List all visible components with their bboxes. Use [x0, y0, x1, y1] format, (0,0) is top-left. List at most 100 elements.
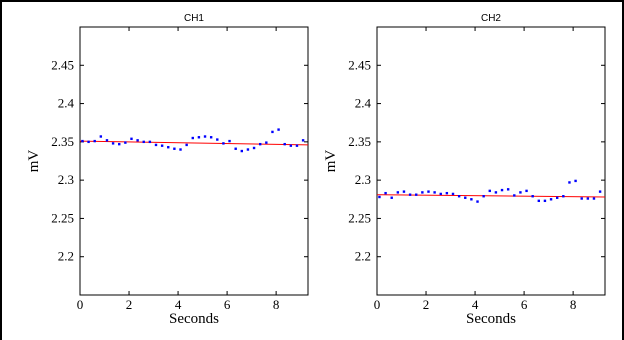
- x-tick-label: 0: [77, 297, 84, 312]
- data-point: [470, 198, 473, 201]
- data-point: [427, 190, 430, 193]
- data-point: [586, 197, 590, 200]
- y-tick-label: 2.2: [58, 249, 74, 264]
- data-point: [445, 191, 449, 195]
- data-point: [592, 197, 596, 200]
- data-point: [209, 136, 213, 139]
- data-point: [408, 193, 412, 196]
- data-point: [525, 189, 528, 193]
- y-axis-label: mV: [26, 150, 42, 173]
- data-point: [494, 191, 498, 194]
- chart-panel-ch2: CH2 2.2 2.25 2.3 2.35 2.4 2.45 0 2 4 6 8 Seconds mV: [323, 13, 606, 327]
- y-tick-label: 2.4: [355, 96, 372, 111]
- data-point: [179, 148, 182, 151]
- x-axis-label: Seconds: [466, 311, 516, 327]
- y-tick-label: 2.4: [58, 96, 75, 111]
- data-point: [506, 188, 510, 191]
- data-point: [396, 191, 400, 194]
- data-point: [543, 199, 547, 203]
- data-point: [476, 200, 479, 203]
- data-point: [402, 190, 406, 193]
- data-point: [240, 149, 244, 153]
- chart-title: CH1: [184, 13, 204, 24]
- data-point: [457, 195, 461, 198]
- data-point: [87, 140, 90, 144]
- data-point: [488, 189, 491, 193]
- data-point: [99, 135, 103, 138]
- data-point: [531, 195, 534, 198]
- data-point: [439, 192, 442, 196]
- data-point: [167, 146, 170, 149]
- data-point: [421, 191, 424, 194]
- data-point: [289, 144, 293, 147]
- x-tick-label: 2: [423, 297, 430, 312]
- y-tick-label: 2.3: [355, 172, 371, 187]
- data-point: [258, 142, 262, 146]
- x-tick-label: 0: [374, 297, 381, 312]
- data-point: [160, 144, 164, 147]
- data-point: [433, 191, 436, 194]
- data-point: [451, 192, 455, 196]
- x-tick-label: 2: [126, 297, 133, 312]
- data-point: [580, 197, 583, 200]
- y-tick-label: 2.25: [348, 210, 371, 225]
- y-tick-label: 2.35: [348, 134, 371, 149]
- data-point: [148, 140, 152, 144]
- data-point: [390, 196, 393, 199]
- data-point: [124, 141, 127, 144]
- data-point: [228, 139, 231, 143]
- data-point: [574, 179, 577, 183]
- data-point: [283, 142, 286, 146]
- x-tick-label: 8: [570, 297, 577, 312]
- data-point: [191, 136, 194, 140]
- x-tick-label: 4: [175, 297, 182, 312]
- data-point: [271, 130, 274, 134]
- chart-title: CH2: [481, 13, 501, 24]
- data-point: [549, 198, 553, 201]
- y-tick-label: 2.25: [51, 210, 74, 225]
- data-point: [384, 191, 387, 195]
- data-point: [130, 137, 133, 140]
- data-point: [111, 142, 115, 145]
- data-point: [234, 147, 237, 150]
- y-tick-label: 2.2: [355, 249, 371, 264]
- data-point: [598, 190, 602, 193]
- data-point: [562, 195, 565, 198]
- data-point: [93, 139, 96, 143]
- data-point: [295, 144, 299, 147]
- trend-line: [79, 140, 309, 146]
- y-tick-label: 2.45: [348, 57, 371, 72]
- data-point: [513, 194, 516, 197]
- x-tick-label: 4: [472, 297, 479, 312]
- plot-area: [376, 26, 606, 296]
- data-point: [118, 142, 121, 146]
- data-point: [277, 128, 280, 131]
- x-tick-label: 6: [224, 297, 231, 312]
- data-point: [222, 142, 225, 145]
- data-point: [197, 136, 201, 139]
- chart-panel-ch1: CH1 2.2 2.25 2.3 2.35 2.4 2.45 0 2 4 6 8 Seconds mV: [26, 13, 309, 327]
- data-point: [265, 141, 268, 144]
- data-point: [537, 199, 541, 203]
- data-point: [173, 147, 176, 150]
- trend-line: [376, 194, 606, 198]
- data-point: [185, 143, 188, 147]
- plot-area: [79, 26, 309, 296]
- data-point: [136, 139, 139, 142]
- data-point: [252, 146, 256, 150]
- y-tick-label: 2.45: [51, 57, 74, 72]
- data-point: [568, 181, 571, 184]
- data-point: [246, 148, 250, 151]
- data-point: [519, 191, 522, 194]
- x-axis-label: Seconds: [169, 311, 219, 327]
- data-point: [482, 195, 485, 198]
- data-point: [378, 195, 381, 199]
- data-point: [555, 196, 559, 199]
- y-tick-label: 2.35: [51, 134, 74, 149]
- x-tick-label: 6: [521, 297, 528, 312]
- x-tick-label: 8: [273, 297, 280, 312]
- data-point: [203, 135, 207, 138]
- data-point: [154, 143, 158, 147]
- data-point: [142, 140, 145, 144]
